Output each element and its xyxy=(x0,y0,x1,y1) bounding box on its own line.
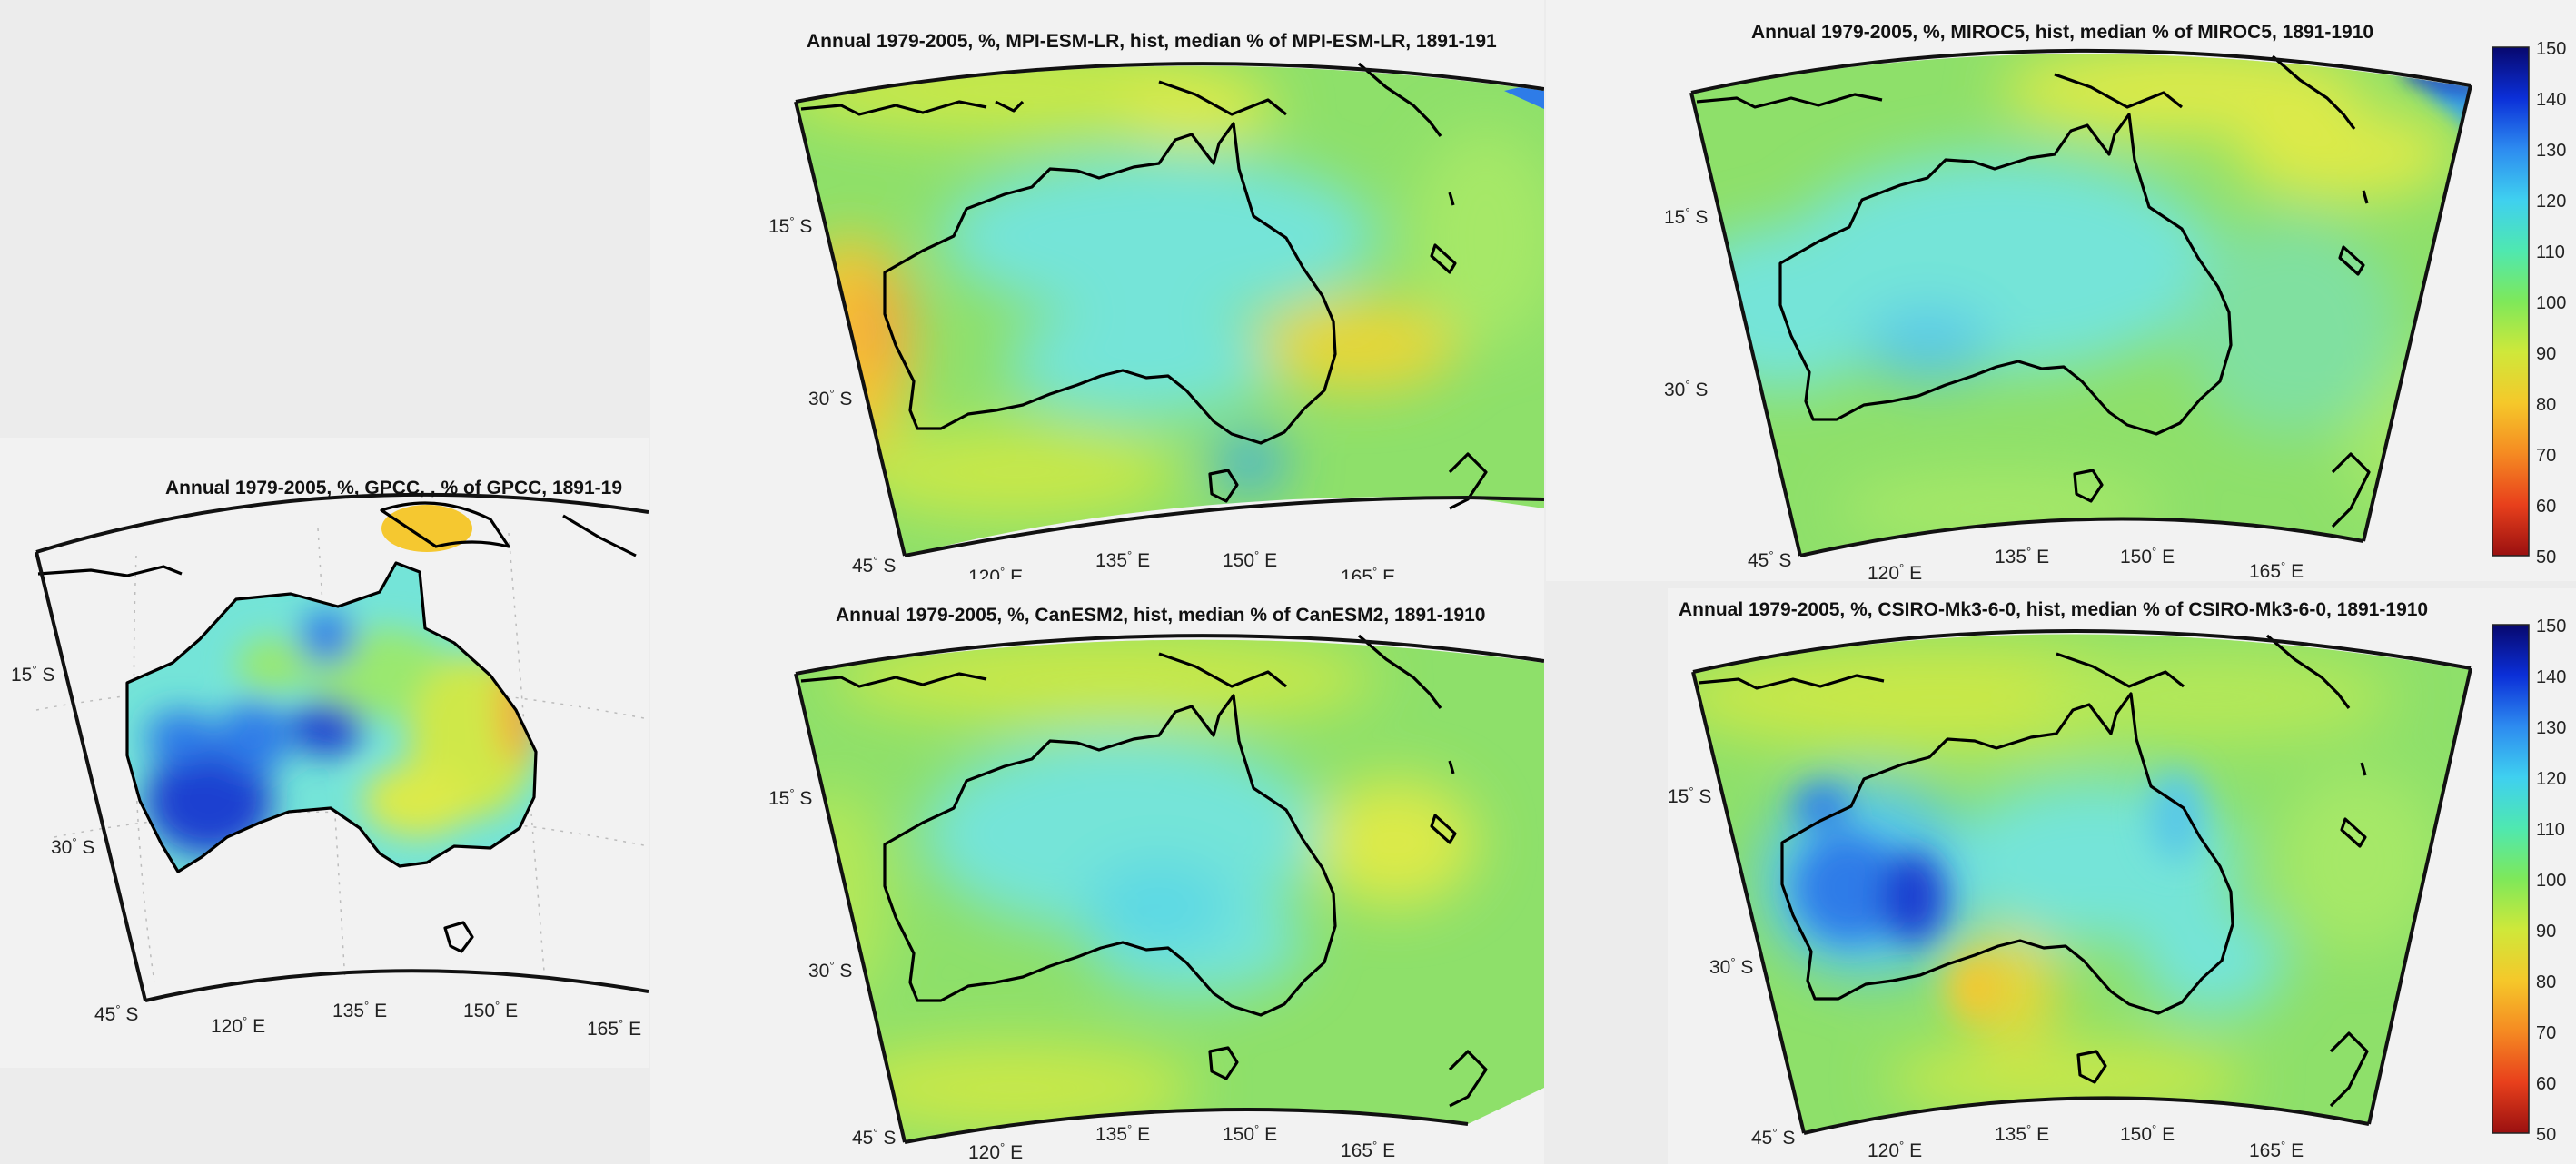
svg-text:30° S: 30° S xyxy=(808,387,852,409)
svg-text:135° E: 135° E xyxy=(1095,548,1150,571)
svg-text:80: 80 xyxy=(2536,972,2556,992)
csiro-lon-labels: 120° E 135° E 150° E 165° E xyxy=(1868,1122,2304,1161)
miroc-lon-labels: 120° E 135° E 150° E 165° E xyxy=(1868,545,2304,581)
csiro-title: Annual 1979-2005, %, CSIRO-Mk3-6-0, hist… xyxy=(1679,599,2428,620)
mpi-map[interactable] xyxy=(741,27,1544,579)
svg-text:45° S: 45° S xyxy=(852,554,896,577)
canesm-precip-field xyxy=(796,639,1544,1143)
csiro-coastline xyxy=(1780,692,2234,1015)
svg-text:15° S: 15° S xyxy=(768,214,812,237)
colorbar-gradient xyxy=(2492,46,2530,557)
svg-text:120° E: 120° E xyxy=(968,565,1023,579)
miroc-title: Annual 1979-2005, %, MIROC5, hist, media… xyxy=(1751,22,2373,43)
svg-text:15° S: 15° S xyxy=(768,786,812,809)
mpi-title: Annual 1979-2005, %, MPI-ESM-LR, hist, m… xyxy=(807,31,1497,52)
colorbar-tick-labels: 150 140 130 120 110 100 90 80 70 60 50 xyxy=(2536,617,2566,1145)
mpi-window[interactable]: Annual 1979-2005, %, MPI-ESM-LR, hist, m… xyxy=(650,0,1544,579)
svg-text:165° E: 165° E xyxy=(587,1017,641,1040)
svg-text:110: 110 xyxy=(2536,242,2565,262)
svg-text:30° S: 30° S xyxy=(1709,955,1753,978)
gpcc-title: Annual 1979-2005, %, GPCC, , % of GPCC, … xyxy=(165,478,622,498)
svg-text:120° E: 120° E xyxy=(1868,1139,1922,1161)
svg-text:45° S: 45° S xyxy=(852,1126,896,1149)
svg-text:100: 100 xyxy=(2536,871,2566,891)
canesm-lat-labels: 15° S 30° S 45° S xyxy=(768,786,896,1149)
gpcc-lat-labels: 15° S 30° S 45° S xyxy=(11,663,138,1025)
svg-text:60: 60 xyxy=(2536,1074,2556,1094)
gpcc-map[interactable] xyxy=(35,492,649,1002)
csiro-window[interactable]: Annual 1979-2005, %, CSIRO-Mk3-6-0, hist… xyxy=(1668,588,2576,1164)
mpi-coastline xyxy=(883,122,1337,445)
svg-text:45° S: 45° S xyxy=(1751,1126,1795,1149)
gpcc-window[interactable]: Annual 1979-2005, %, GPCC, , % of GPCC, … xyxy=(0,438,649,1068)
colorbar-tick-labels: 150 140 130 120 110 100 90 80 70 60 50 xyxy=(2536,39,2566,567)
csiro-map[interactable] xyxy=(1668,597,2485,1160)
svg-text:15° S: 15° S xyxy=(1664,205,1708,228)
svg-text:70: 70 xyxy=(2536,1023,2556,1043)
svg-text:120: 120 xyxy=(2536,769,2566,789)
canesm-window[interactable]: Annual 1979-2005, %, CanESM2, hist, medi… xyxy=(650,579,1544,1164)
svg-text:50: 50 xyxy=(2536,547,2556,567)
svg-text:135° E: 135° E xyxy=(1095,1122,1150,1145)
svg-text:110: 110 xyxy=(2536,820,2565,840)
canesm-map[interactable] xyxy=(741,607,1544,1164)
svg-text:150° E: 150° E xyxy=(463,999,518,1021)
gpcc-lon-labels: 120° E 135° E 150° E 165° E xyxy=(211,999,641,1040)
svg-text:120° E: 120° E xyxy=(211,1014,265,1037)
svg-text:140: 140 xyxy=(2536,90,2566,110)
csiro-colorbar: 150 140 130 120 110 100 90 80 70 60 50 xyxy=(2492,617,2566,1145)
svg-text:140: 140 xyxy=(2536,667,2566,687)
mpi-lon-labels: 120° E 135° E 150° E 165° E xyxy=(968,548,1395,579)
svg-text:120° E: 120° E xyxy=(1868,561,1922,581)
canesm-lon-labels: 120° E 135° E 150° E 165° E xyxy=(968,1122,1395,1163)
svg-text:135° E: 135° E xyxy=(332,999,387,1021)
svg-text:130: 130 xyxy=(2536,141,2566,161)
svg-text:135° E: 135° E xyxy=(1995,1122,2049,1145)
miroc-lat-labels: 15° S 30° S 45° S xyxy=(1664,205,1791,571)
svg-text:165° E: 165° E xyxy=(1341,1139,1395,1161)
svg-text:45° S: 45° S xyxy=(1748,548,1791,571)
miroc-colorbar: 150 140 130 120 110 100 90 80 70 60 50 xyxy=(2492,39,2566,567)
canesm-coastline xyxy=(883,694,1337,1017)
svg-text:90: 90 xyxy=(2536,922,2556,942)
svg-text:150° E: 150° E xyxy=(1223,1122,1277,1145)
svg-text:150° E: 150° E xyxy=(1223,548,1277,571)
svg-text:165° E: 165° E xyxy=(1341,565,1395,579)
csiro-lat-labels: 15° S 30° S 45° S xyxy=(1668,784,1795,1149)
miroc-map[interactable] xyxy=(1637,18,2509,581)
svg-text:130: 130 xyxy=(2536,718,2566,738)
gpcc-precip-field xyxy=(127,563,536,872)
mpi-lat-labels: 15° S 30° S 45° S xyxy=(768,214,896,577)
svg-text:150° E: 150° E xyxy=(2120,545,2175,567)
svg-text:165° E: 165° E xyxy=(2249,559,2304,581)
gpcc-coastline xyxy=(125,561,538,873)
canesm-title: Annual 1979-2005, %, CanESM2, hist, medi… xyxy=(836,605,1485,626)
svg-text:30° S: 30° S xyxy=(1664,378,1708,400)
svg-text:80: 80 xyxy=(2536,395,2556,415)
svg-text:100: 100 xyxy=(2536,293,2566,313)
svg-text:50: 50 xyxy=(2536,1125,2556,1145)
miroc-coastline xyxy=(1778,113,2233,436)
svg-text:120: 120 xyxy=(2536,192,2566,212)
svg-text:165° E: 165° E xyxy=(2249,1139,2304,1161)
svg-text:15° S: 15° S xyxy=(11,663,54,686)
svg-text:135° E: 135° E xyxy=(1995,545,2049,567)
svg-text:70: 70 xyxy=(2536,446,2556,466)
svg-text:15° S: 15° S xyxy=(1668,784,1711,807)
svg-text:150: 150 xyxy=(2536,617,2566,636)
svg-text:120° E: 120° E xyxy=(968,1140,1023,1163)
svg-text:90: 90 xyxy=(2536,344,2556,364)
new-guinea-field xyxy=(381,505,472,552)
svg-text:150° E: 150° E xyxy=(2120,1122,2175,1145)
svg-text:150: 150 xyxy=(2536,39,2566,59)
svg-text:45° S: 45° S xyxy=(94,1002,138,1025)
svg-text:30° S: 30° S xyxy=(51,835,94,858)
csiro-precip-field xyxy=(1693,634,2471,1133)
svg-text:30° S: 30° S xyxy=(808,959,852,982)
colorbar-gradient xyxy=(2492,624,2530,1134)
svg-text:60: 60 xyxy=(2536,497,2556,517)
miroc-window[interactable]: Annual 1979-2005, %, MIROC5, hist, media… xyxy=(1546,0,2576,581)
